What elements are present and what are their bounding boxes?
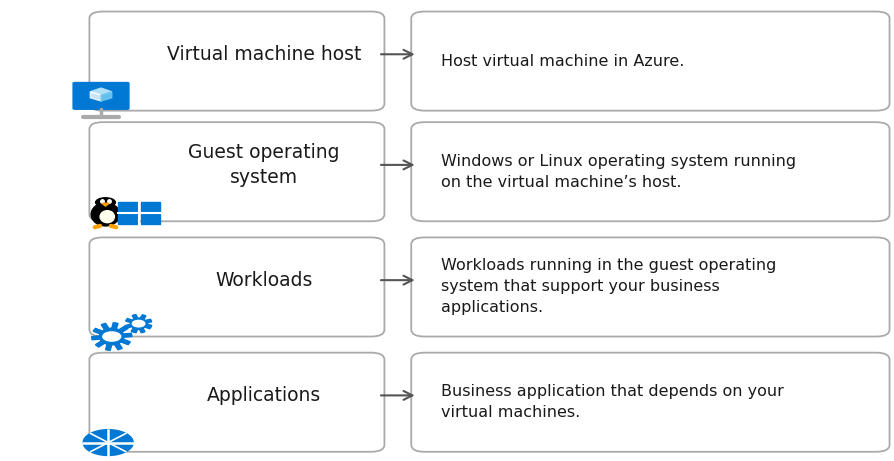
FancyBboxPatch shape xyxy=(89,237,384,337)
Polygon shape xyxy=(125,314,152,333)
FancyBboxPatch shape xyxy=(411,353,890,452)
Polygon shape xyxy=(101,92,112,101)
Polygon shape xyxy=(102,203,109,206)
Text: Applications: Applications xyxy=(207,386,321,405)
Text: Guest operating
system: Guest operating system xyxy=(188,143,340,187)
Text: Workloads running in the guest operating
system that support your business
appli: Workloads running in the guest operating… xyxy=(441,259,776,315)
Polygon shape xyxy=(92,323,132,350)
Bar xyxy=(119,202,139,212)
Circle shape xyxy=(132,320,145,327)
Polygon shape xyxy=(90,88,112,95)
Text: Windows or Linux operating system running
on the virtual machine’s host.: Windows or Linux operating system runnin… xyxy=(441,154,796,190)
Polygon shape xyxy=(90,92,101,101)
Bar xyxy=(141,202,161,212)
Ellipse shape xyxy=(96,198,115,207)
Ellipse shape xyxy=(100,211,114,223)
Ellipse shape xyxy=(91,203,120,226)
Text: Host virtual machine in Azure.: Host virtual machine in Azure. xyxy=(441,53,684,69)
FancyBboxPatch shape xyxy=(89,122,384,221)
FancyBboxPatch shape xyxy=(89,12,384,111)
FancyBboxPatch shape xyxy=(411,122,890,221)
Text: Workloads: Workloads xyxy=(215,271,312,290)
Circle shape xyxy=(103,332,121,341)
FancyBboxPatch shape xyxy=(89,353,384,452)
FancyBboxPatch shape xyxy=(411,237,890,337)
FancyBboxPatch shape xyxy=(411,12,890,111)
Bar xyxy=(119,213,139,224)
Bar xyxy=(141,213,161,224)
Text: Business application that depends on your
virtual machines.: Business application that depends on you… xyxy=(441,384,784,420)
Circle shape xyxy=(83,430,133,455)
Text: Virtual machine host: Virtual machine host xyxy=(166,45,361,64)
FancyBboxPatch shape xyxy=(72,82,130,110)
